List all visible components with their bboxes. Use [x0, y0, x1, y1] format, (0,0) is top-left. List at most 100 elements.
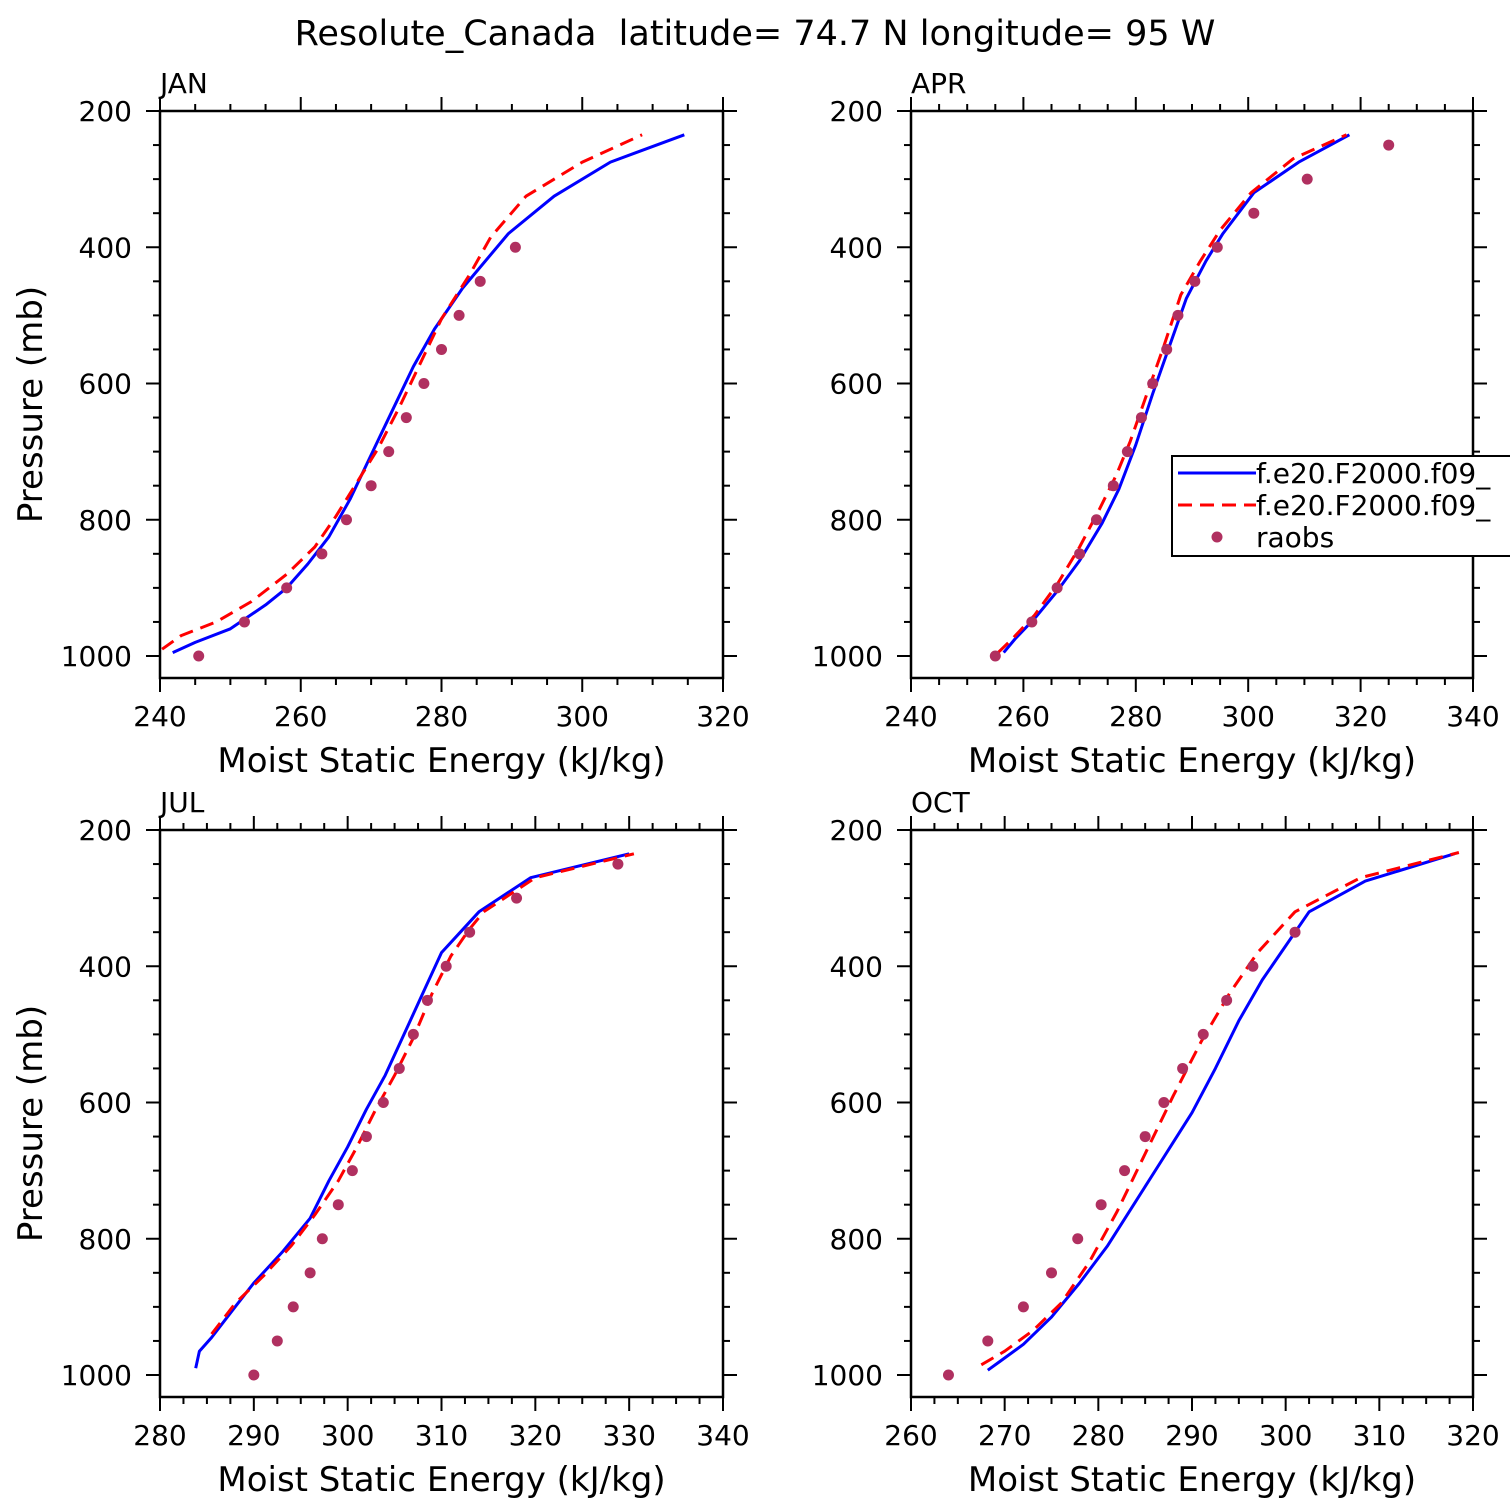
raobs-point	[1074, 548, 1086, 560]
raobs-point	[421, 994, 433, 1006]
legend-label-model2: f.e20.F2000.f09_	[1256, 489, 1491, 522]
x-tick-label: 320	[1334, 700, 1387, 733]
raobs-point	[1161, 343, 1173, 355]
raobs-point	[1090, 514, 1102, 526]
raobs-point	[365, 480, 377, 492]
panel-label: APR	[911, 67, 967, 100]
legend-label-model1: f.e20.F2000.f09_	[1256, 457, 1491, 490]
raobs-point	[1172, 309, 1184, 321]
model2-line	[210, 852, 635, 1336]
raobs-point	[377, 1097, 389, 1108]
x-tick-label: 300	[556, 700, 609, 733]
x-tick-label: 340	[696, 1419, 749, 1452]
y-tick-label: 400	[79, 950, 132, 983]
plot-frame	[909, 109, 1475, 680]
legend: f.e20.F2000.f09_ f.e20.F2000.f09_ raobs	[1171, 455, 1510, 557]
x-tick-label: 270	[978, 1419, 1031, 1452]
raobs-point	[238, 616, 250, 628]
x-tick-label: 330	[602, 1419, 655, 1452]
raobs-point	[1139, 1131, 1151, 1143]
y-tick-label: 200	[79, 814, 132, 847]
raobs-point	[1072, 1233, 1084, 1245]
y-tick-label: 1000	[812, 640, 883, 673]
raobs-point	[1046, 1267, 1057, 1279]
raobs-point	[360, 1131, 372, 1143]
raobs-point	[393, 1062, 405, 1074]
raobs-point	[1051, 582, 1063, 594]
figure-title: Resolute_Canada latitude= 74.7 N longitu…	[295, 14, 1216, 54]
raobs-point	[1189, 275, 1201, 287]
x-tick-label: 310	[1353, 1419, 1406, 1452]
raobs-point	[346, 1165, 358, 1177]
y-tick-label: 600	[79, 1087, 132, 1120]
raobs-point	[1158, 1097, 1170, 1108]
y-tick-label: 600	[830, 1087, 883, 1120]
raobs-point	[193, 650, 205, 662]
raobs-point	[1383, 139, 1395, 151]
x-tick-label: 280	[133, 1419, 186, 1452]
raobs-point	[1135, 412, 1147, 424]
raobs-point	[989, 650, 1001, 662]
raobs-point	[248, 1369, 260, 1381]
raobs-point	[418, 378, 430, 389]
y-tick-label: 400	[830, 231, 883, 264]
y-tick-label: 400	[79, 231, 132, 264]
raobs-point	[281, 582, 293, 594]
raobs-point	[511, 892, 523, 904]
x-tick-label: 280	[1072, 1419, 1125, 1452]
raobs-point	[287, 1301, 299, 1313]
panel-oct: OCT 260 270 280 290 300 310 320 200 400 600 800 1000…	[812, 786, 1500, 1500]
raobs-point	[332, 1199, 344, 1211]
raobs-point	[383, 446, 395, 458]
y-tick-label: 800	[830, 1223, 883, 1256]
raobs-point	[509, 241, 521, 253]
raobs-point	[1121, 446, 1133, 458]
panel-jul: JUL 280 290 300 310 320 330 340 200 400 600 800 1000…	[11, 786, 750, 1500]
model1-line	[1002, 133, 1351, 654]
raobs-point	[1247, 960, 1259, 972]
raobs-point	[474, 275, 486, 287]
raobs-point	[1107, 480, 1119, 492]
raobs-point	[400, 412, 412, 424]
panel-label: OCT	[911, 786, 971, 819]
y-tick-label: 800	[79, 1223, 132, 1256]
model2-line	[997, 133, 1348, 654]
raobs-point	[1211, 241, 1223, 253]
y-tick-label: 400	[830, 950, 883, 983]
x-tick-label: 280	[415, 700, 468, 733]
raobs-point	[1289, 926, 1301, 938]
panel-jan: JAN 240 260 280 300 320 200 400 600 800 1000 Moist …	[11, 67, 750, 781]
panel-label: JUL	[158, 786, 205, 819]
x-tick-label: 280	[1109, 700, 1162, 733]
raobs-point	[304, 1267, 316, 1279]
x-axis-label: Moist Static Energy (kJ/kg)	[217, 1460, 665, 1500]
y-axis-label: Pressure (mb)	[11, 1005, 51, 1242]
x-tick-label: 320	[1446, 1419, 1499, 1452]
x-tick-label: 340	[1446, 700, 1499, 733]
y-tick-label: 600	[79, 368, 132, 401]
raobs-point	[316, 548, 328, 560]
legend-label-raobs: raobs	[1256, 521, 1334, 554]
x-tick-label: 320	[696, 700, 749, 733]
raobs-point	[1095, 1199, 1107, 1211]
x-tick-label: 290	[227, 1419, 280, 1452]
raobs-point	[942, 1369, 954, 1381]
raobs-point	[1026, 616, 1038, 628]
x-tick-label: 310	[415, 1419, 468, 1452]
raobs-point	[982, 1335, 994, 1347]
model2-line	[161, 133, 643, 651]
raobs-point	[407, 1028, 419, 1040]
panel-label: JAN	[158, 67, 208, 100]
raobs-point	[271, 1335, 283, 1347]
y-tick-label: 1000	[812, 1359, 883, 1392]
model1-line	[194, 852, 630, 1369]
raobs-point	[340, 514, 352, 526]
y-tick-label: 800	[830, 504, 883, 537]
plot-frame	[158, 828, 725, 1399]
raobs-point	[1147, 378, 1159, 389]
x-axis-label: Moist Static Energy (kJ/kg)	[968, 1460, 1416, 1500]
x-tick-label: 300	[321, 1419, 374, 1452]
plot-frame	[158, 109, 725, 680]
raobs-point	[440, 960, 452, 972]
x-tick-label: 290	[1165, 1419, 1218, 1452]
